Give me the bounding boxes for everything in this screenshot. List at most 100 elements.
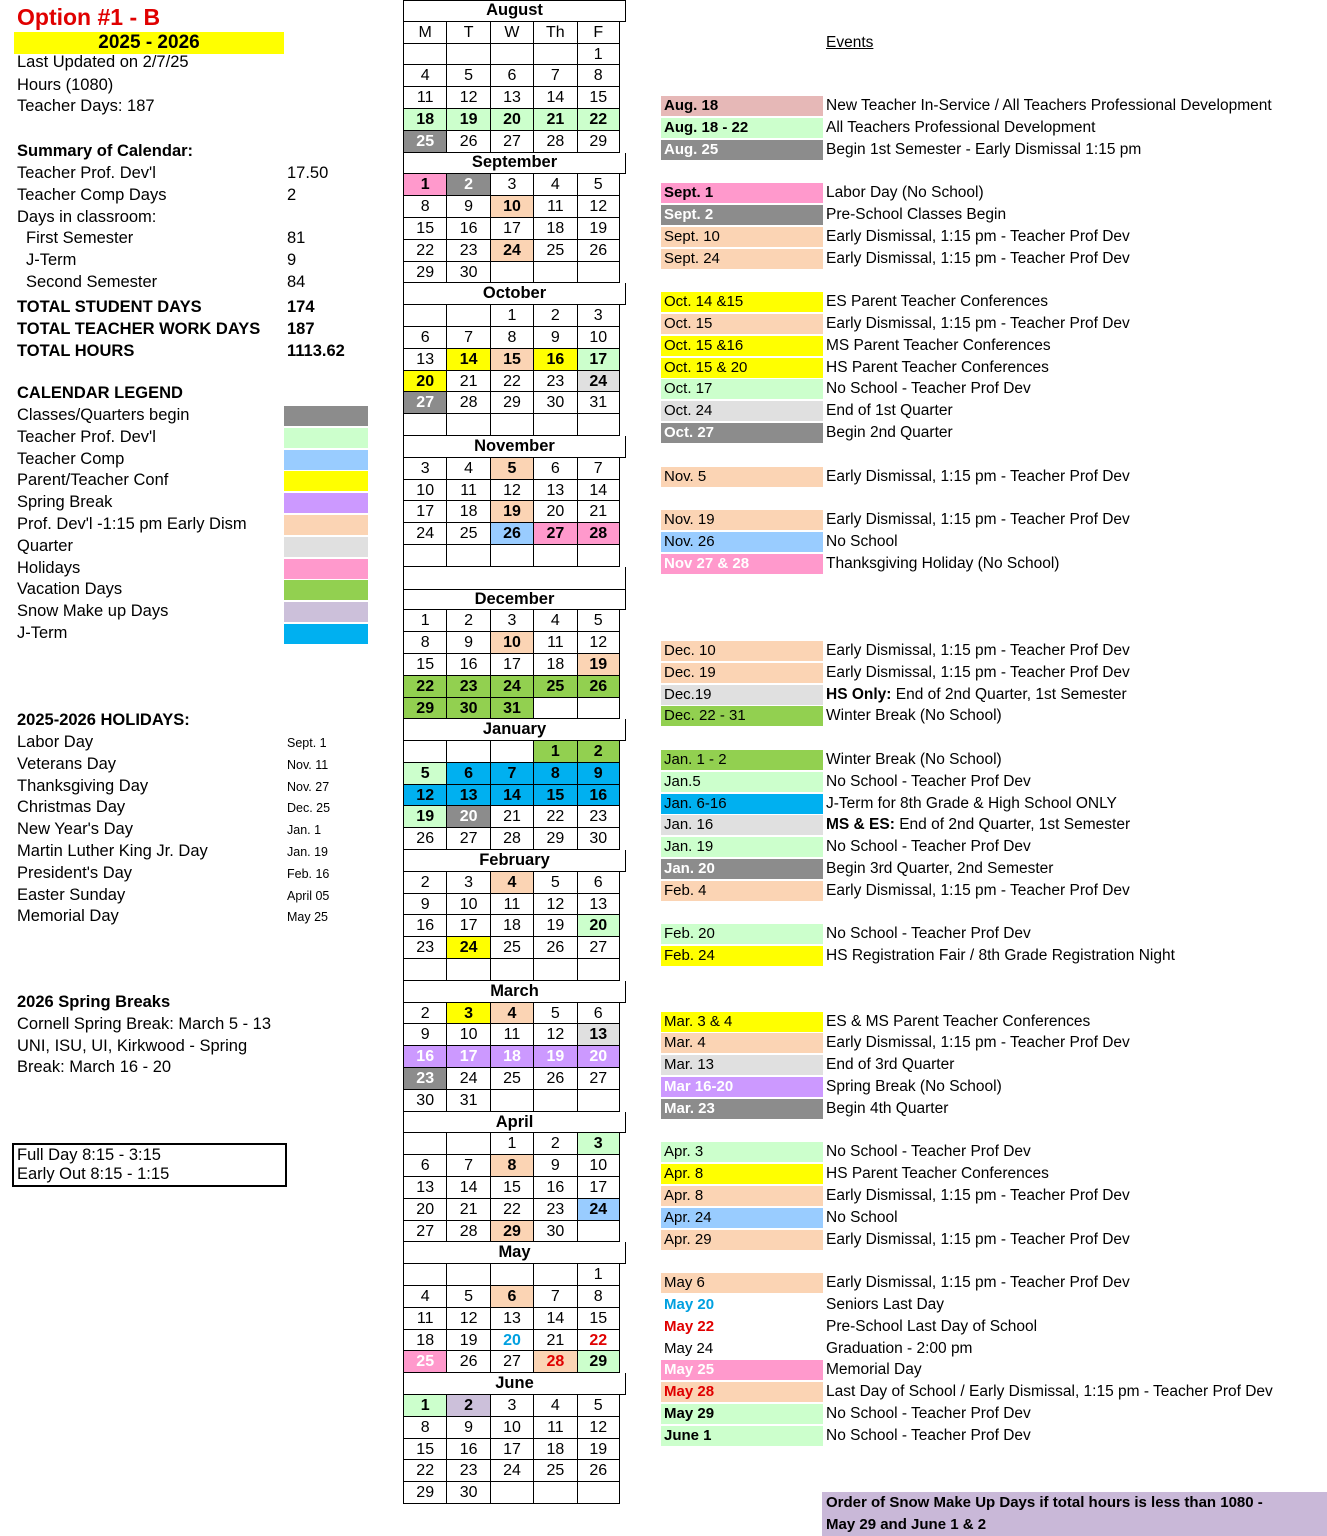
event-description: End of 1st Quarter xyxy=(826,402,953,420)
calendar-day: 18 xyxy=(446,501,490,524)
event-description: Early Dismissal, 1:15 pm - Teacher Prof … xyxy=(826,1187,1130,1204)
calendar-day: 11 xyxy=(446,479,490,502)
calendar-day: 13 xyxy=(489,87,534,109)
calendar-day: 26 xyxy=(403,828,447,851)
calendar-day: 4 xyxy=(403,65,447,88)
calendar-day: 16 xyxy=(403,915,447,938)
calendar-day: 8 xyxy=(576,65,620,88)
event-date: Dec.19 xyxy=(661,684,823,705)
calendar-day: 1 xyxy=(489,1133,534,1156)
calendar-day xyxy=(489,741,534,763)
calendar-day: 16 xyxy=(533,1177,577,1199)
event-description: J-Term for 8th Grade & High School ONLY xyxy=(826,794,1117,812)
legend-swatch xyxy=(284,536,368,557)
total-value: 1113.62 xyxy=(287,342,345,360)
calendar-day: 17 xyxy=(576,1177,620,1199)
calendar-day: 1 xyxy=(489,305,534,327)
holiday-name: Thanksgiving Day xyxy=(17,776,149,795)
calendar-day xyxy=(403,1264,447,1287)
calendar-day xyxy=(403,1133,447,1156)
event-description: Labor Day (No School) xyxy=(826,184,984,202)
calendar-day: 25 xyxy=(446,523,490,545)
event-date: May 28 xyxy=(661,1382,823,1403)
event-description: Graduation - 2:00 pm xyxy=(826,1339,973,1357)
calendar-day: 6 xyxy=(489,65,534,88)
calendar-day: 8 xyxy=(489,1155,534,1178)
month-header: January xyxy=(403,719,626,742)
legend-label: Spring Break xyxy=(17,493,113,512)
calendar-day: 19 xyxy=(489,501,534,524)
event-date: Aug. 18 - 22 xyxy=(661,117,823,138)
calendar-day: 6 xyxy=(403,1155,447,1178)
snow-note-line: May 29 and June 1 & 2 xyxy=(826,1516,987,1533)
calendar-day: 1 xyxy=(576,1264,620,1287)
event-description: HS Only: End of 2nd Quarter, 1st Semeste… xyxy=(826,685,1127,703)
calendar-day: 19 xyxy=(576,217,620,240)
event-date: Oct. 15 xyxy=(661,314,823,334)
calendar-day: 28 xyxy=(446,392,490,415)
calendar-day: 18 xyxy=(403,1329,447,1352)
calendar-day: 31 xyxy=(489,697,534,720)
calendar-day: 14 xyxy=(576,479,620,502)
event-description: No School - Teacher Prof Dev xyxy=(826,1405,1031,1422)
calendar-day: 16 xyxy=(576,784,620,807)
event-date: Dec. 22 - 31 xyxy=(661,706,823,727)
calendar-day xyxy=(489,261,534,284)
event-date: Nov 27 & 28 xyxy=(661,553,823,574)
event-description: HS Parent Teacher Conferences xyxy=(826,358,1049,376)
calendar-day: 10 xyxy=(489,196,534,218)
calendar-day xyxy=(489,1089,534,1112)
event-date: May 25 xyxy=(661,1360,823,1381)
calendar-day: 27 xyxy=(489,1351,534,1374)
calendar-day: 7 xyxy=(489,762,534,785)
calendar-day: 1 xyxy=(403,610,447,633)
event-date: Nov. 26 xyxy=(661,532,823,552)
calendar-day: 31 xyxy=(576,392,620,415)
month-header: October xyxy=(403,283,626,306)
hours-label: Hours (1080) xyxy=(17,76,114,94)
calendar-day: 16 xyxy=(446,653,490,676)
teacher-days: Teacher Days: 187 xyxy=(17,97,155,115)
calendar-day: 13 xyxy=(403,1177,447,1199)
calendar-day xyxy=(446,43,490,66)
calendar-day: 14 xyxy=(533,87,577,109)
calendar-day: 3 xyxy=(446,871,490,894)
event-description: MS Parent Teacher Conferences xyxy=(826,336,1051,354)
calendar-day xyxy=(489,544,534,567)
calendar-day: 3 xyxy=(576,305,620,327)
event-date: Jan. 20 xyxy=(661,859,823,879)
event-description: Winter Break (No School) xyxy=(826,707,1002,725)
holiday-date: Nov. 27 xyxy=(287,779,330,794)
calendar-day: 22 xyxy=(403,1460,447,1483)
calendar-day xyxy=(576,959,620,981)
calendar-day: 4 xyxy=(533,174,577,197)
total-label: TOTAL TEACHER WORK DAYS xyxy=(17,320,261,338)
event-description: Early Dismissal, 1:15 pm - Teacher Prof … xyxy=(826,467,1130,485)
calendar-day: 26 xyxy=(446,130,490,153)
calendar-day xyxy=(446,1133,490,1156)
legend-swatch xyxy=(284,406,368,426)
calendar-day: 26 xyxy=(446,1351,490,1374)
calendar-day: 19 xyxy=(403,806,447,829)
calendar-day: 4 xyxy=(403,1286,447,1308)
calendar-day: 9 xyxy=(533,326,577,349)
last-updated: Last Updated on 2/7/25 xyxy=(17,53,189,71)
calendar-day xyxy=(446,544,490,567)
calendar-day xyxy=(576,414,620,436)
calendar-day: 10 xyxy=(403,479,447,502)
legend-swatch xyxy=(284,580,368,601)
calendar-day: 12 xyxy=(403,784,447,807)
month-header: May xyxy=(403,1242,626,1265)
weekday-header: M xyxy=(403,21,447,44)
event-date: Jan. 16 xyxy=(661,815,823,836)
event-description: Pre-School Last Day of School xyxy=(826,1317,1038,1335)
calendar-day: 18 xyxy=(533,653,577,676)
calendar-day: 10 xyxy=(446,893,490,916)
calendar-day: 15 xyxy=(533,784,577,807)
calendar-day: 9 xyxy=(533,1155,577,1178)
event-description: Memorial Day xyxy=(826,1361,922,1379)
calendar-day: 16 xyxy=(533,348,577,371)
event-description: Spring Break (No School) xyxy=(826,1078,1002,1095)
legend-swatch xyxy=(284,624,368,644)
calendar-day xyxy=(489,414,534,436)
